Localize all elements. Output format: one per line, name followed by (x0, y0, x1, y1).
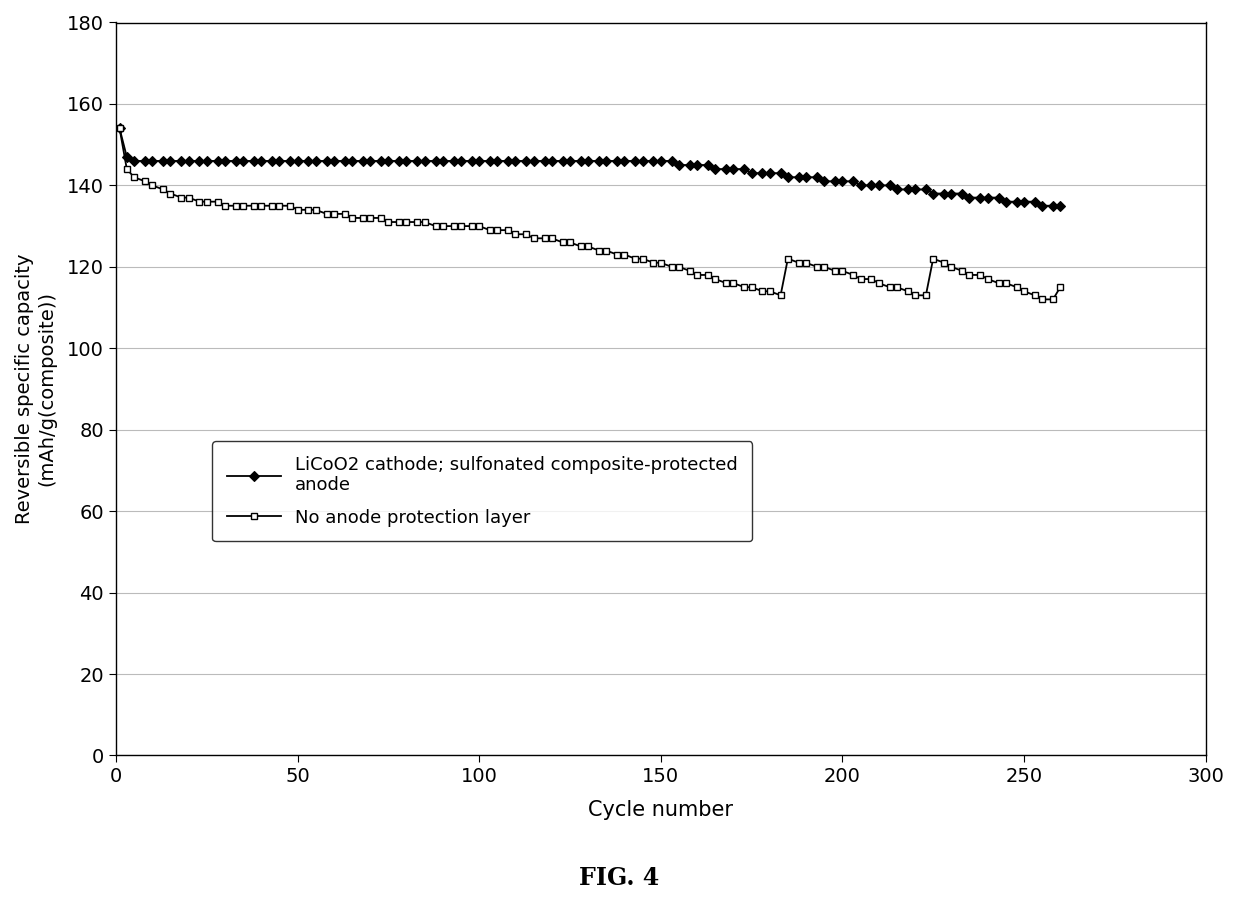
No anode protection layer (792, 258, 807, 269)
Legend: LiCoO2 cathode; sulfonated composite-protected
anode, No anode protection layer: LiCoO2 cathode; sulfonated composite-pro… (212, 441, 752, 541)
LiCoO2 cathode; sulfonated composite-protected
anode (792, 172, 807, 182)
LiCoO2 cathode; sulfonated composite-protected
anode (519, 155, 534, 166)
Line: No anode protection layer: No anode protection layer (116, 125, 1064, 303)
X-axis label: Cycle number: Cycle number (589, 800, 733, 820)
LiCoO2 cathode; sulfonated composite-protected
anode (1053, 200, 1068, 211)
No anode protection layer (1035, 294, 1049, 304)
No anode protection layer (235, 200, 250, 211)
No anode protection layer (119, 163, 134, 174)
LiCoO2 cathode; sulfonated composite-protected
anode (1035, 200, 1049, 211)
No anode protection layer (799, 258, 814, 269)
LiCoO2 cathode; sulfonated composite-protected
anode (112, 123, 126, 134)
No anode protection layer (1046, 294, 1061, 304)
LiCoO2 cathode; sulfonated composite-protected
anode (1046, 200, 1061, 211)
LiCoO2 cathode; sulfonated composite-protected
anode (235, 155, 250, 166)
No anode protection layer (519, 229, 534, 240)
No anode protection layer (112, 123, 126, 134)
Y-axis label: Reversible specific capacity
(mAh/g(composite)): Reversible specific capacity (mAh/g(comp… (15, 254, 56, 524)
Line: LiCoO2 cathode; sulfonated composite-protected
anode: LiCoO2 cathode; sulfonated composite-pro… (116, 125, 1064, 209)
No anode protection layer (1053, 282, 1068, 293)
LiCoO2 cathode; sulfonated composite-protected
anode (119, 152, 134, 163)
LiCoO2 cathode; sulfonated composite-protected
anode (799, 172, 814, 182)
Text: FIG. 4: FIG. 4 (580, 866, 659, 890)
